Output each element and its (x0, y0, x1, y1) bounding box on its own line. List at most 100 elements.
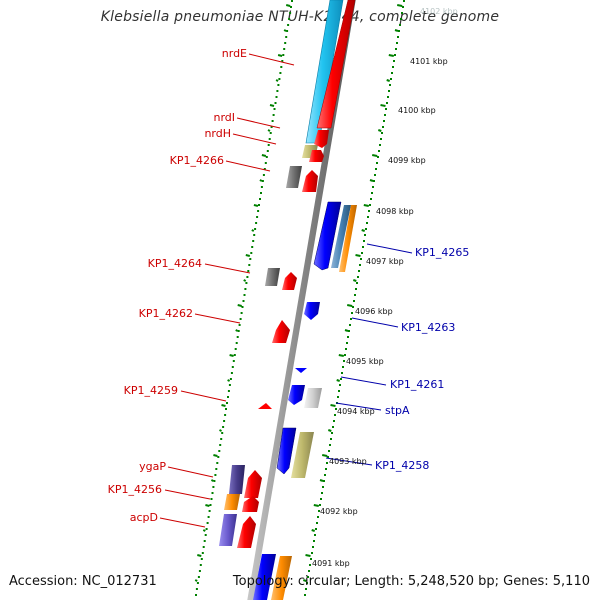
guide-dot (333, 420, 335, 422)
guide-dot (327, 456, 329, 458)
guide-dot (215, 468, 218, 470)
guide-dot (239, 318, 242, 320)
guide-dot (266, 150, 269, 152)
guide-dot (245, 282, 248, 284)
guide-dot (208, 510, 211, 512)
feature-gray-KP1_4266 (286, 166, 302, 188)
guide-dot (347, 336, 349, 338)
scale-tick-left (210, 479, 214, 482)
guide-dot (275, 96, 278, 98)
guide-dot (217, 456, 220, 458)
scale-label-4095: 4095 kbp (346, 357, 384, 366)
feature-blue-bottom (253, 554, 276, 600)
feature-orange-KP1_4265 (339, 205, 357, 272)
guide-dot (273, 108, 276, 110)
gene-forward-KP1_4264 (282, 272, 297, 290)
guide-dot (372, 186, 374, 188)
guide-dot (334, 414, 336, 416)
guide-dot (232, 360, 235, 362)
scale-ticks (194, 4, 403, 582)
guide-dot (308, 570, 310, 572)
guide-dot (386, 102, 388, 104)
gene-label-stpA: stpA (385, 404, 410, 417)
guide-dot (313, 540, 315, 542)
scale-tick-left (202, 529, 206, 532)
guide-dot (324, 474, 326, 476)
guide-dot (373, 180, 375, 182)
guide-dot (204, 534, 207, 536)
feature-gray-KP1_4264 (265, 268, 280, 286)
gene-label-nrdE: nrdE (222, 47, 247, 60)
leader-KP1_4262 (194, 313, 241, 324)
genome-backbone (247, 0, 356, 600)
scale-tick-right (361, 229, 366, 232)
guide-dot (205, 528, 208, 530)
scale-label-4101: 4101 kbp (410, 57, 448, 66)
scale-tick-right (344, 329, 349, 332)
guide-dot (339, 384, 341, 386)
gene-forward-nrdI (314, 130, 329, 148)
guide-dot (279, 72, 282, 74)
scale-tick-left (259, 179, 263, 182)
gene-labels-left: nrdE nrdI nrdH KP1_4266 KP1_4264 KP1_426… (108, 47, 247, 524)
scale-tick-left (251, 229, 255, 232)
scale-tick-right (352, 279, 357, 282)
guide-dot (352, 306, 354, 308)
guide-dot (201, 552, 204, 554)
guide-dot (287, 24, 290, 26)
guide-dot (378, 150, 380, 152)
feature-light-stpA (304, 388, 322, 408)
guide-dot (402, 6, 404, 8)
leader-stpA (335, 402, 382, 411)
guide-dot (397, 36, 399, 38)
scale-tick-right (319, 479, 324, 482)
leader-KP1_4263 (351, 317, 399, 328)
scale-tick-right (313, 504, 319, 507)
gene-forward-ygaP (244, 470, 262, 498)
guide-dot (381, 132, 383, 134)
guide-dot (380, 138, 382, 140)
leader-ygaP (167, 466, 214, 478)
guide-dot (227, 396, 229, 398)
guide-dot (304, 594, 306, 596)
guide-dot (348, 330, 350, 332)
guide-dot (258, 204, 260, 206)
guide-dot (310, 558, 312, 560)
guide-dot (233, 354, 236, 356)
guide-dot (338, 390, 340, 392)
guide-dot (391, 72, 393, 74)
guide-dot (312, 546, 314, 548)
scale-tick-left (213, 454, 218, 457)
guide-dot (226, 402, 228, 404)
guide-dot (222, 426, 225, 428)
scale-tick-right (369, 179, 374, 182)
feature-steel-KP1_4265 (331, 205, 351, 268)
guide-dot (230, 372, 233, 374)
dotted-guide-lines (195, 0, 405, 596)
guide-dot (307, 576, 309, 578)
guide-dot (363, 240, 365, 242)
guide-dot (360, 258, 362, 260)
gene-label-KP1_4258: KP1_4258 (375, 459, 429, 472)
leader-KP1_4261 (340, 376, 387, 386)
scale-tick-left (229, 354, 234, 357)
guide-dot (353, 300, 355, 302)
guide-dot (284, 42, 287, 44)
guide-dot (400, 18, 402, 20)
guide-dot (256, 216, 259, 218)
guide-dot (375, 168, 377, 170)
guide-dot (278, 78, 281, 80)
gene-forward-nrdH (309, 150, 324, 162)
scale-tick-right (336, 379, 341, 382)
guide-dot (365, 228, 367, 230)
gene-label-nrdH: nrdH (204, 127, 231, 140)
scale-tick-right (388, 54, 394, 57)
guide-dot (337, 396, 339, 398)
gene-forward-KP1_4256 (242, 496, 259, 512)
guide-dot (329, 444, 331, 446)
guide-dot (379, 144, 381, 146)
scale-tick-right (338, 354, 344, 357)
guide-dot (229, 378, 232, 380)
guide-dot (264, 162, 267, 164)
